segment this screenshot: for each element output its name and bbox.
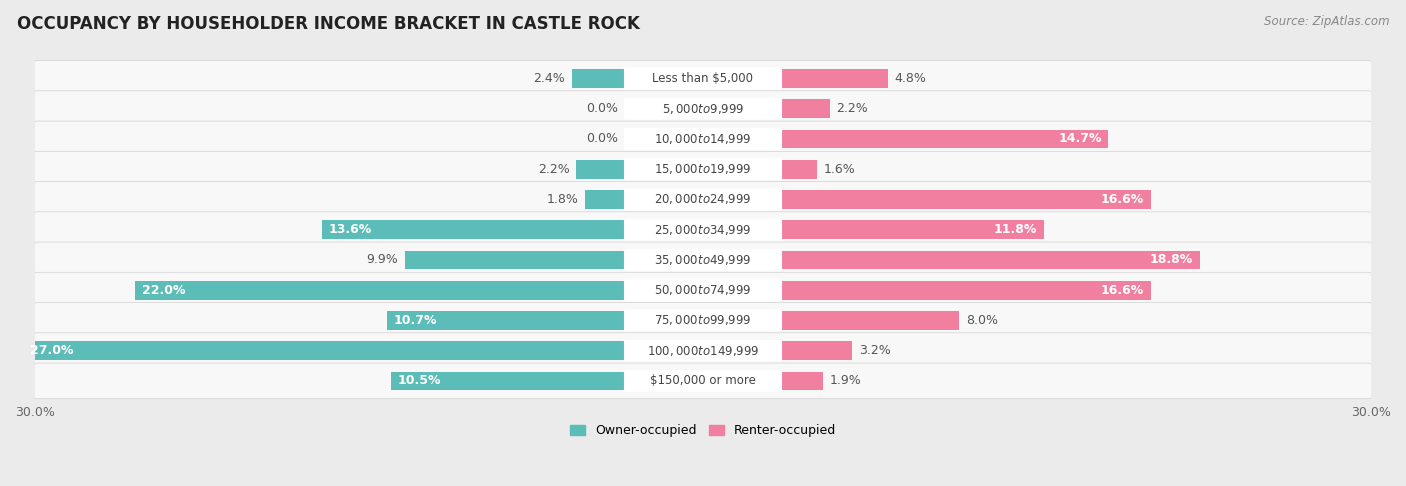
Text: 22.0%: 22.0% — [142, 284, 186, 296]
Text: $20,000 to $24,999: $20,000 to $24,999 — [654, 192, 752, 207]
Bar — [780, 250, 1199, 269]
Bar — [780, 99, 830, 118]
Text: $35,000 to $49,999: $35,000 to $49,999 — [654, 253, 752, 267]
Text: 16.6%: 16.6% — [1101, 193, 1144, 206]
FancyBboxPatch shape — [624, 68, 782, 89]
Bar — [135, 281, 626, 299]
Legend: Owner-occupied, Renter-occupied: Owner-occupied, Renter-occupied — [565, 419, 841, 442]
FancyBboxPatch shape — [624, 370, 782, 392]
FancyBboxPatch shape — [34, 121, 1372, 157]
FancyBboxPatch shape — [34, 151, 1372, 187]
Text: 2.2%: 2.2% — [837, 102, 869, 115]
FancyBboxPatch shape — [624, 340, 782, 362]
FancyBboxPatch shape — [34, 61, 1372, 96]
Text: 8.0%: 8.0% — [966, 314, 998, 327]
Bar — [780, 341, 852, 360]
Text: 2.2%: 2.2% — [537, 163, 569, 175]
Text: $15,000 to $19,999: $15,000 to $19,999 — [654, 162, 752, 176]
Text: 2.4%: 2.4% — [533, 72, 565, 85]
FancyBboxPatch shape — [624, 158, 782, 180]
Bar — [780, 220, 1043, 239]
Bar — [405, 250, 626, 269]
Text: Less than $5,000: Less than $5,000 — [652, 72, 754, 85]
Bar — [585, 190, 626, 209]
FancyBboxPatch shape — [624, 279, 782, 301]
FancyBboxPatch shape — [34, 303, 1372, 338]
Text: 1.9%: 1.9% — [830, 374, 862, 387]
Text: 1.6%: 1.6% — [824, 163, 855, 175]
Text: 27.0%: 27.0% — [31, 344, 75, 357]
Text: 13.6%: 13.6% — [329, 223, 373, 236]
Text: 3.2%: 3.2% — [859, 344, 890, 357]
FancyBboxPatch shape — [34, 91, 1372, 126]
Text: $10,000 to $14,999: $10,000 to $14,999 — [654, 132, 752, 146]
Bar — [780, 160, 817, 178]
Text: 16.6%: 16.6% — [1101, 284, 1144, 296]
Bar — [572, 69, 626, 88]
Text: $75,000 to $99,999: $75,000 to $99,999 — [654, 313, 752, 328]
Text: 11.8%: 11.8% — [994, 223, 1038, 236]
FancyBboxPatch shape — [624, 219, 782, 241]
Text: Source: ZipAtlas.com: Source: ZipAtlas.com — [1264, 15, 1389, 28]
Text: $150,000 or more: $150,000 or more — [650, 374, 756, 387]
Bar — [780, 69, 887, 88]
FancyBboxPatch shape — [34, 272, 1372, 308]
Text: 10.7%: 10.7% — [394, 314, 437, 327]
FancyBboxPatch shape — [34, 182, 1372, 217]
Text: 1.8%: 1.8% — [547, 193, 578, 206]
Text: $50,000 to $74,999: $50,000 to $74,999 — [654, 283, 752, 297]
Bar — [387, 311, 626, 330]
Bar — [391, 371, 626, 390]
Bar — [576, 160, 626, 178]
FancyBboxPatch shape — [624, 249, 782, 271]
Bar — [24, 341, 626, 360]
Text: 9.9%: 9.9% — [366, 253, 398, 266]
FancyBboxPatch shape — [34, 212, 1372, 247]
Text: OCCUPANCY BY HOUSEHOLDER INCOME BRACKET IN CASTLE ROCK: OCCUPANCY BY HOUSEHOLDER INCOME BRACKET … — [17, 15, 640, 33]
Text: $25,000 to $34,999: $25,000 to $34,999 — [654, 223, 752, 237]
Text: 0.0%: 0.0% — [586, 102, 619, 115]
FancyBboxPatch shape — [624, 128, 782, 150]
Bar — [780, 281, 1150, 299]
Text: $5,000 to $9,999: $5,000 to $9,999 — [662, 102, 744, 116]
Text: $100,000 to $149,999: $100,000 to $149,999 — [647, 344, 759, 358]
Text: 18.8%: 18.8% — [1150, 253, 1192, 266]
FancyBboxPatch shape — [624, 310, 782, 331]
FancyBboxPatch shape — [34, 242, 1372, 278]
Bar — [780, 311, 959, 330]
Text: 4.8%: 4.8% — [894, 72, 927, 85]
Bar — [780, 371, 824, 390]
Text: 0.0%: 0.0% — [586, 132, 619, 145]
FancyBboxPatch shape — [624, 98, 782, 120]
Bar — [780, 130, 1108, 148]
Text: 10.5%: 10.5% — [398, 374, 441, 387]
FancyBboxPatch shape — [34, 333, 1372, 368]
Bar — [780, 190, 1150, 209]
FancyBboxPatch shape — [624, 189, 782, 210]
Text: 14.7%: 14.7% — [1059, 132, 1102, 145]
Bar — [322, 220, 626, 239]
FancyBboxPatch shape — [34, 363, 1372, 399]
